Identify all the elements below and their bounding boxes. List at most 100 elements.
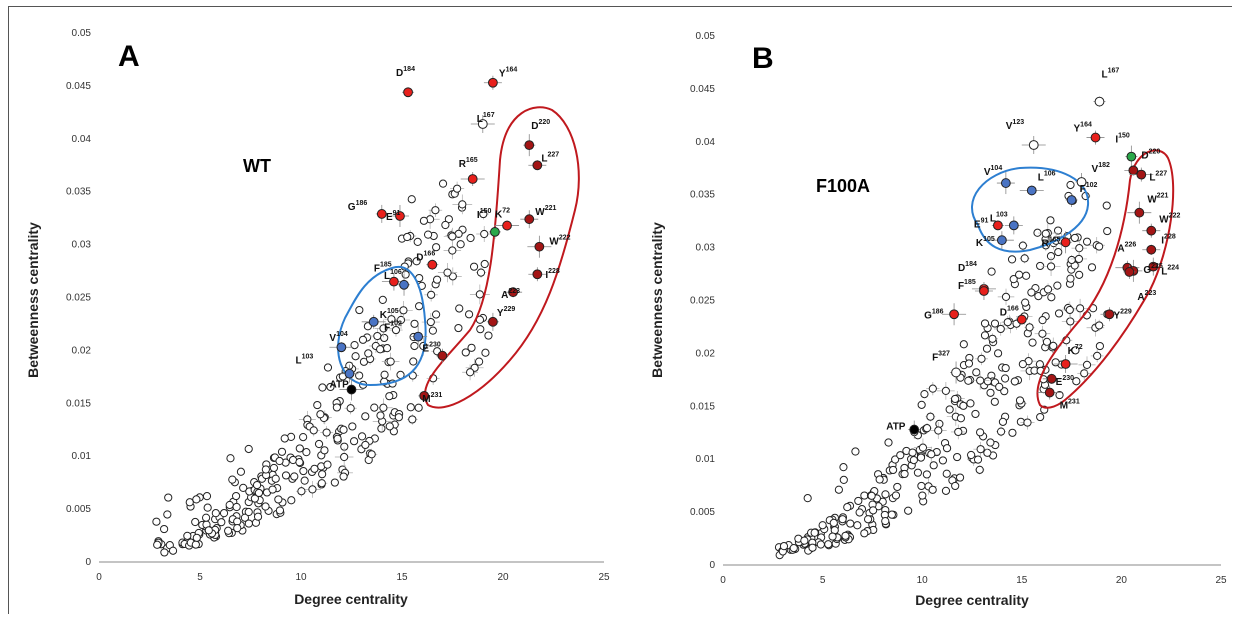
residue-point: [465, 368, 475, 377]
residue-point: [469, 262, 479, 271]
residue-point: [980, 331, 990, 340]
y-tick-label: 0.05: [696, 31, 716, 42]
residue-point: [370, 403, 379, 412]
residue-point: [355, 371, 364, 380]
labeled-residue-F185: F185: [958, 279, 993, 300]
residue-point: [313, 400, 322, 410]
residue-label: L227: [1149, 171, 1167, 184]
residue-point: [834, 485, 843, 494]
residue-label: L167: [1101, 68, 1119, 81]
residue-point: [385, 392, 394, 401]
residue-point-darkred: [1046, 373, 1057, 384]
residue-point: [976, 428, 985, 437]
labeled-residue-D184: D184: [396, 66, 415, 98]
residue-point: [982, 344, 992, 353]
residue-point: [855, 508, 864, 517]
residue-label: K72: [495, 208, 510, 221]
labeled-residue-L224: L224: [1147, 257, 1179, 278]
residue-point-blue: [368, 316, 379, 327]
residue-point: [480, 229, 489, 239]
residue-point: [153, 540, 162, 549]
residue-point: [476, 325, 485, 334]
residue-point: [228, 475, 237, 484]
residue-label: L224: [1161, 265, 1179, 278]
residue-point: [875, 475, 884, 484]
residue-label: Y229: [497, 306, 515, 319]
residue-point: [1000, 387, 1009, 396]
residue-point: [322, 428, 331, 437]
residue-point: [361, 440, 370, 450]
residue-point: [295, 458, 304, 467]
residue-point: [466, 233, 475, 243]
residue-point-darkred: [508, 287, 518, 298]
residue-label: V182: [1092, 162, 1110, 175]
residue-point: [295, 444, 304, 453]
residue-point: [975, 465, 984, 474]
residue-point-white: [1028, 140, 1039, 150]
residue-point: [1074, 254, 1084, 264]
residue-point-darkred: [532, 269, 543, 280]
residue-point: [942, 444, 952, 453]
residue-point-red: [1060, 237, 1071, 248]
residue-point: [843, 503, 852, 512]
residue-label: W222: [1159, 213, 1180, 226]
residue-point-darkred: [524, 140, 535, 151]
residue-point-blue: [336, 342, 347, 353]
residue-point: [431, 206, 440, 215]
y-tick-label: 0.01: [696, 454, 716, 465]
residue-point: [1021, 298, 1030, 307]
labeled-residue-W222: W222: [527, 235, 571, 258]
residue-point-red: [1016, 314, 1027, 325]
residue-point-black: [346, 384, 357, 395]
residue-point: [233, 524, 242, 533]
residue-point: [972, 368, 981, 377]
residue-label: V123: [1006, 119, 1024, 132]
residue-point: [340, 452, 349, 462]
residue-point: [314, 439, 324, 449]
residue-point: [1067, 255, 1076, 265]
residue-point: [1053, 226, 1063, 235]
residue-point: [800, 536, 809, 545]
residue-point: [928, 384, 937, 393]
residue-label: ATP: [330, 380, 350, 391]
residue-point: [1066, 274, 1075, 283]
residue-label: W221: [1147, 193, 1168, 206]
y-tick-label: 0.05: [72, 28, 92, 39]
residue-label: W222: [549, 235, 570, 248]
residue-label: L167: [477, 112, 495, 125]
residue-point-darkred: [488, 316, 498, 327]
residue-point: [863, 515, 873, 524]
residue-point: [191, 517, 200, 527]
residue-point: [396, 315, 406, 325]
residue-point: [458, 200, 467, 209]
residue-point: [929, 461, 938, 470]
residue-point: [183, 531, 192, 540]
residue-label: K105: [976, 236, 995, 249]
residue-point: [244, 444, 253, 454]
residue-point: [302, 448, 311, 457]
residue-point: [942, 469, 951, 478]
residue-point: [361, 412, 370, 421]
residue-label: D166: [416, 251, 435, 264]
labeled-residue-L103: L103: [990, 211, 1023, 235]
labeled-residue-L227: L227: [528, 151, 559, 171]
residue-point: [281, 471, 291, 480]
residue-point-darkred: [1134, 207, 1145, 218]
labeled-residue-K105: K105: [361, 308, 399, 329]
labeled-residue-V182: V182: [1075, 162, 1110, 192]
labeled-residue-I228: I228: [528, 267, 560, 282]
residue-point: [378, 295, 387, 305]
residue-point: [1023, 418, 1032, 427]
residue-point: [996, 324, 1005, 334]
residue-point: [317, 479, 326, 488]
residue-point: [1042, 337, 1052, 346]
x-tick-label: 5: [820, 575, 826, 586]
residue-point: [426, 317, 435, 327]
x-tick-label: 15: [396, 572, 408, 583]
labeled-residue-E91: E91: [386, 205, 409, 228]
figure-frame: [8, 6, 1232, 614]
residue-point: [201, 513, 211, 522]
residue-label: G186: [924, 308, 944, 321]
residue-label: L106: [384, 269, 402, 282]
residue-label: A226: [1117, 242, 1136, 255]
